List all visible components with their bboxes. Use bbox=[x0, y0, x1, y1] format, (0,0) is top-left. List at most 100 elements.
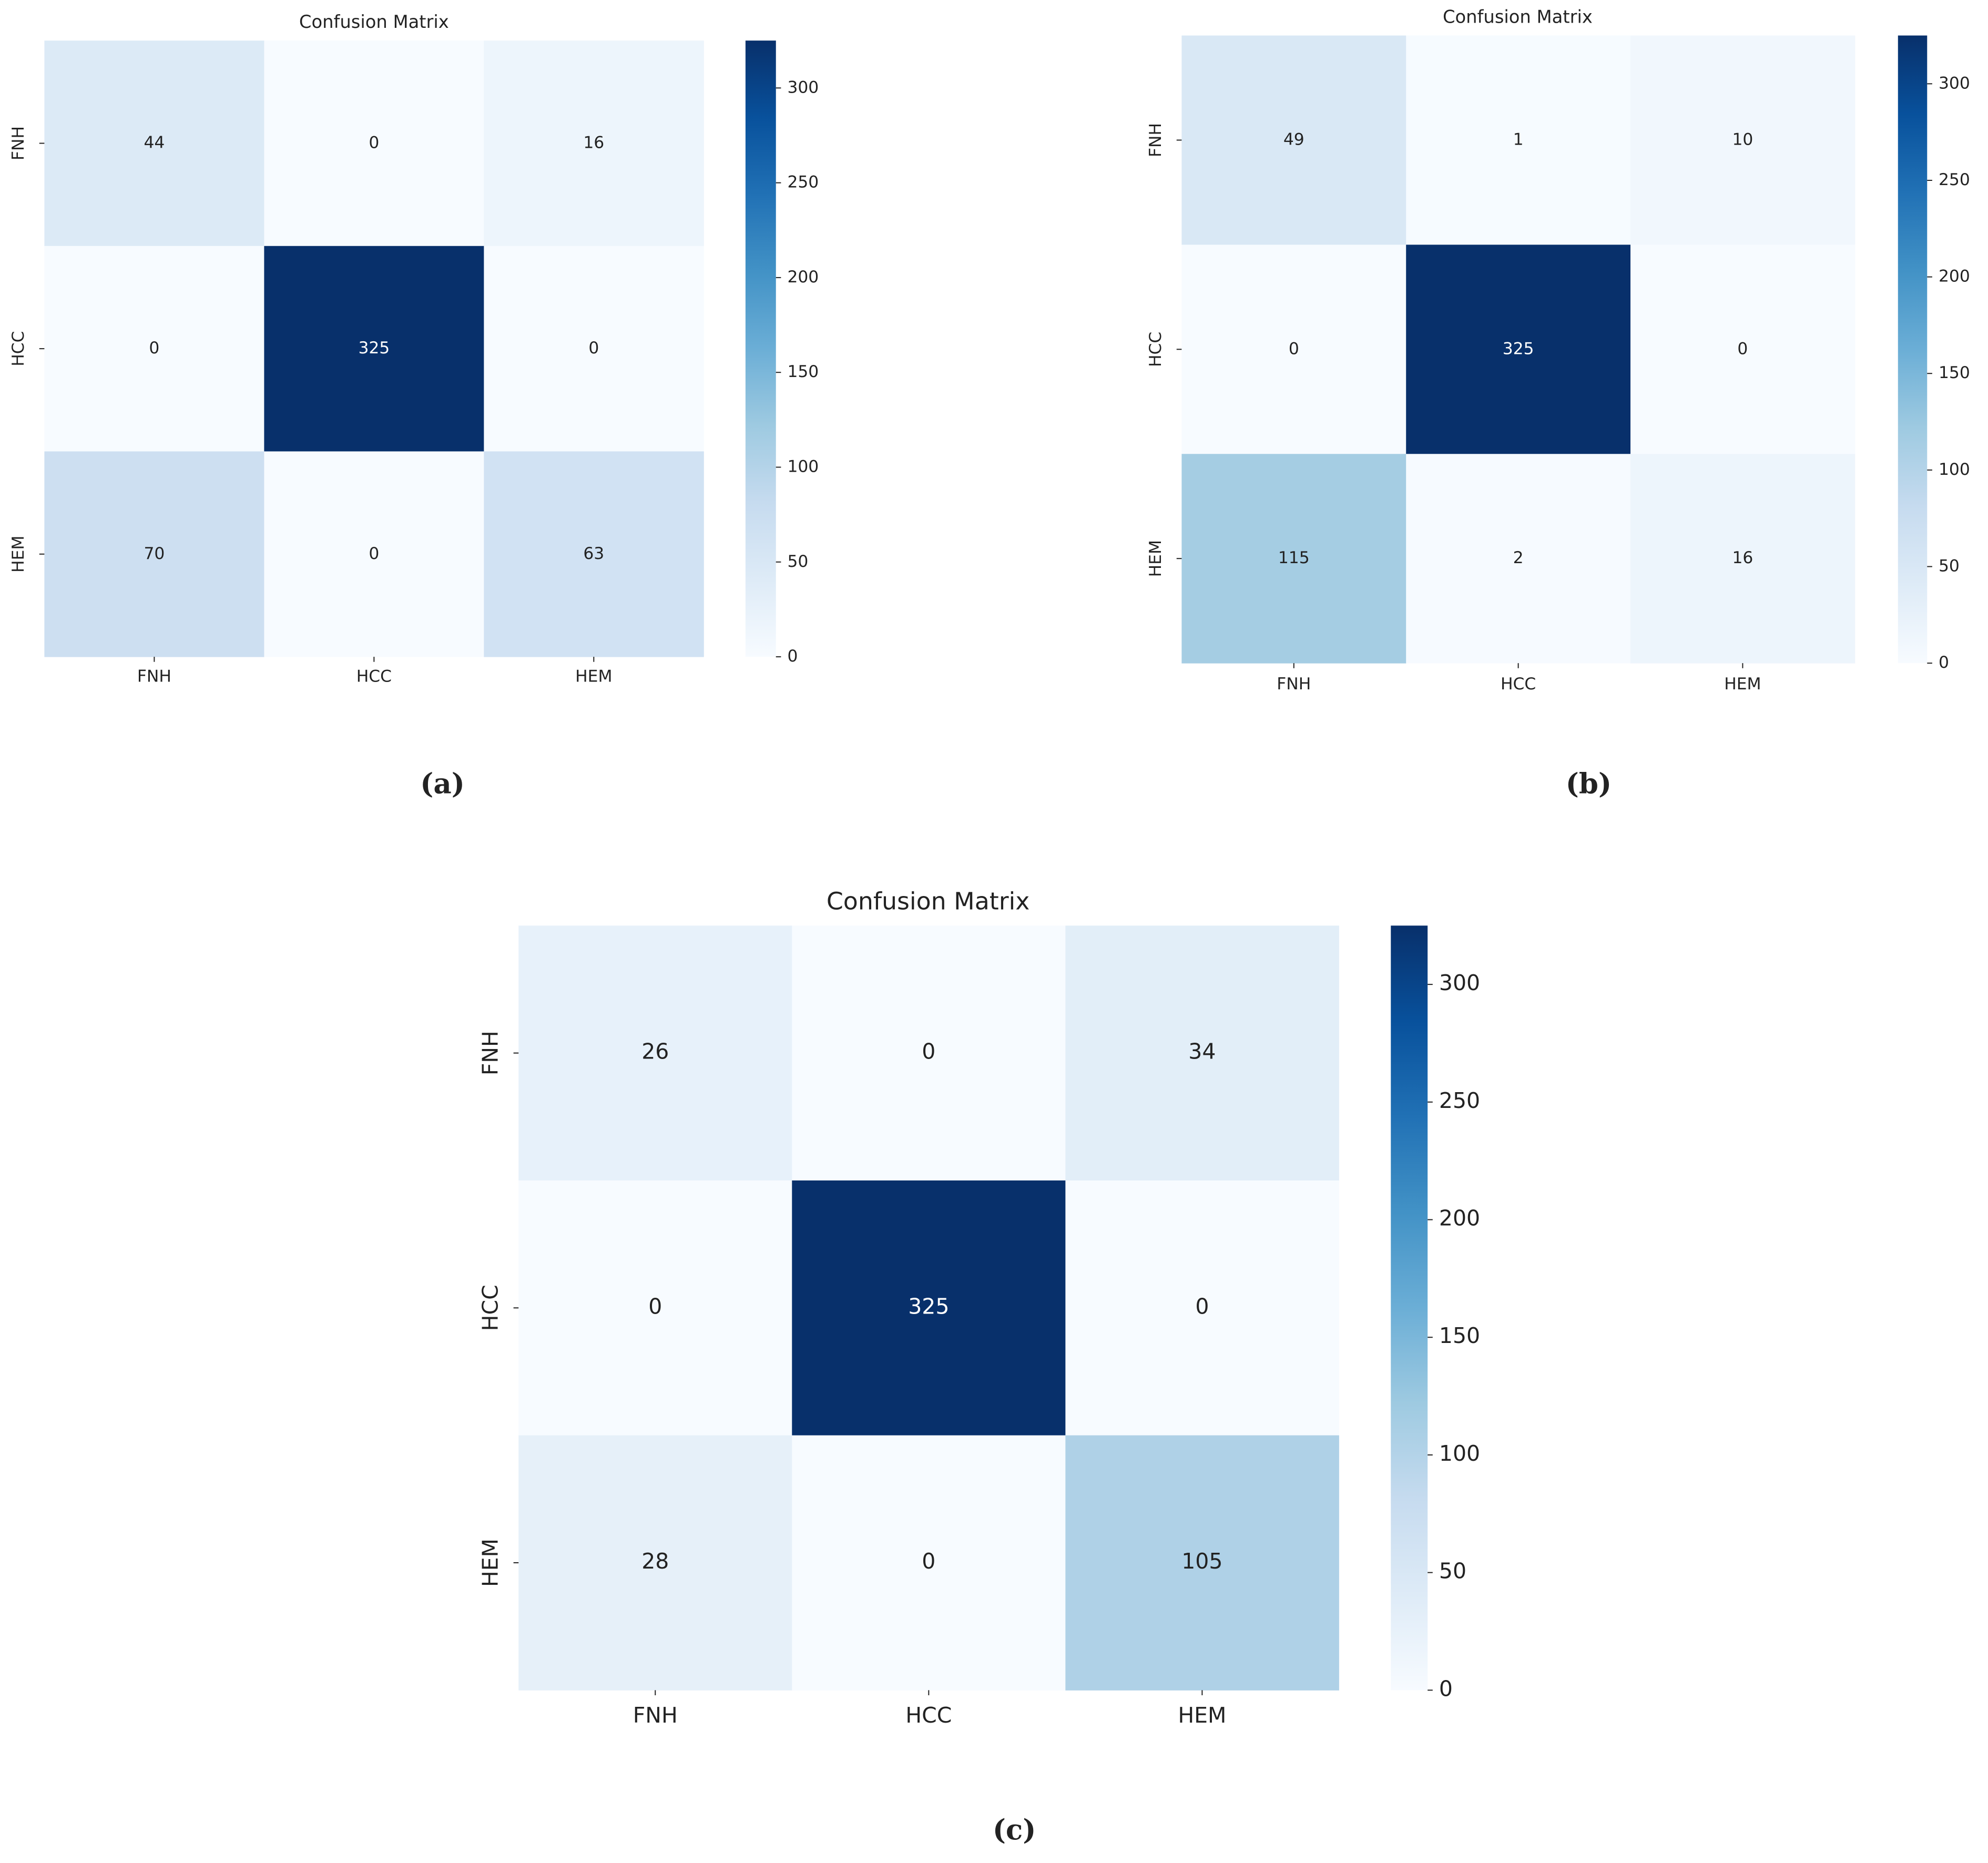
cell-label: 0 bbox=[922, 1039, 935, 1064]
x-tick-label: HCC bbox=[905, 1703, 952, 1728]
chart-title: Confusion Matrix bbox=[299, 12, 449, 32]
panel-caption: (c) bbox=[993, 1813, 1036, 1846]
y-tick-label: HCC bbox=[478, 1285, 503, 1331]
heatmap-cell bbox=[264, 451, 484, 657]
colorbar-tick-label: 100 bbox=[1439, 1441, 1480, 1466]
cell-label: 70 bbox=[144, 544, 165, 563]
y-tick-label: HCC bbox=[1146, 332, 1165, 367]
colorbar-tick-label: 300 bbox=[1439, 970, 1480, 995]
y-tick-label: FNH bbox=[1146, 123, 1165, 157]
heatmap-cell bbox=[1406, 245, 1631, 454]
colorbar-tick-label: 200 bbox=[787, 268, 819, 287]
colorbar-tick-label: 0 bbox=[1939, 653, 1949, 672]
heatmap-cell bbox=[518, 1180, 792, 1436]
cell-label: 0 bbox=[648, 1294, 662, 1319]
cell-label: 1 bbox=[1513, 130, 1524, 149]
cell-label: 325 bbox=[358, 339, 390, 358]
colorbar-tick-label: 50 bbox=[1939, 557, 1960, 576]
cell-label: 63 bbox=[583, 544, 604, 563]
heatmap-cell bbox=[264, 246, 484, 452]
cell-label: 0 bbox=[922, 1549, 935, 1574]
x-tick-label: FNH bbox=[1277, 675, 1311, 694]
colorbar-tick-label: 0 bbox=[1439, 1676, 1453, 1701]
cell-label: 49 bbox=[1283, 130, 1304, 149]
x-tick-label: HEM bbox=[1724, 675, 1761, 694]
cell-label: 2 bbox=[1513, 548, 1524, 567]
heatmap-cell bbox=[484, 40, 704, 247]
colorbar bbox=[1898, 35, 1928, 664]
cell-label: 10 bbox=[1732, 130, 1753, 149]
panel-caption: (a) bbox=[420, 767, 465, 800]
heatmap-cell bbox=[1630, 245, 1856, 454]
cell-label: 115 bbox=[1278, 548, 1310, 567]
cell-label: 0 bbox=[1289, 339, 1299, 358]
y-tick-label: FNH bbox=[9, 126, 28, 160]
heatmap-cell bbox=[1630, 35, 1856, 245]
y-tick-label: FNH bbox=[478, 1031, 503, 1075]
heatmap-cell bbox=[1406, 454, 1631, 664]
cell-label: 28 bbox=[641, 1549, 669, 1574]
cell-label: 44 bbox=[144, 133, 165, 152]
cell-label: 0 bbox=[369, 133, 379, 152]
heatmap-cell bbox=[792, 1435, 1066, 1691]
panel-caption: (b) bbox=[1566, 767, 1612, 800]
cell-label: 105 bbox=[1181, 1549, 1222, 1574]
y-tick-label: HEM bbox=[478, 1539, 503, 1587]
y-tick-label: HCC bbox=[9, 331, 28, 366]
x-tick-label: HCC bbox=[356, 667, 392, 686]
colorbar-tick-label: 100 bbox=[1939, 460, 1970, 479]
colorbar-tick-label: 200 bbox=[1939, 267, 1970, 286]
colorbar-tick-label: 0 bbox=[787, 647, 798, 666]
cell-label: 0 bbox=[149, 339, 159, 358]
colorbar bbox=[1391, 925, 1428, 1691]
heatmap-cell bbox=[1065, 1435, 1339, 1691]
x-tick-label: FNH bbox=[633, 1703, 678, 1728]
colorbar-tick-label: 150 bbox=[1939, 363, 1970, 382]
heatmap-cell bbox=[792, 925, 1066, 1181]
colorbar-tick-label: 150 bbox=[1439, 1323, 1480, 1348]
heatmap-cell bbox=[484, 451, 704, 657]
heatmap-cell bbox=[44, 451, 264, 657]
cell-label: 0 bbox=[1195, 1294, 1209, 1319]
cell-label: 34 bbox=[1188, 1039, 1216, 1064]
heatmap-cell bbox=[518, 1435, 792, 1691]
cell-label: 16 bbox=[1732, 548, 1753, 567]
cell-label: 0 bbox=[1737, 339, 1748, 358]
colorbar-tick-label: 300 bbox=[1939, 74, 1970, 93]
x-tick-label: HEM bbox=[1178, 1703, 1226, 1728]
heatmap-cell bbox=[1181, 454, 1406, 664]
cell-label: 325 bbox=[908, 1294, 949, 1319]
heatmap-cell bbox=[44, 40, 264, 247]
y-tick-label: HEM bbox=[1146, 540, 1165, 577]
heatmap-cell bbox=[44, 246, 264, 452]
colorbar-tick-label: 50 bbox=[787, 552, 808, 571]
colorbar-tick-label: 300 bbox=[787, 78, 819, 97]
colorbar-tick-label: 250 bbox=[787, 173, 819, 192]
x-tick-label: HCC bbox=[1501, 675, 1536, 694]
colorbar bbox=[745, 40, 776, 657]
y-tick-label: HEM bbox=[9, 536, 28, 573]
heatmap-cell bbox=[264, 40, 484, 247]
heatmap-cell bbox=[484, 246, 704, 452]
colorbar-tick-label: 250 bbox=[1439, 1088, 1480, 1113]
cell-label: 325 bbox=[1503, 339, 1534, 358]
chart-title: Confusion Matrix bbox=[827, 887, 1030, 915]
cell-label: 0 bbox=[588, 339, 599, 358]
colorbar-tick-label: 50 bbox=[1439, 1559, 1466, 1584]
heatmap-cell bbox=[1181, 35, 1406, 245]
colorbar-tick-label: 250 bbox=[1939, 170, 1970, 189]
x-tick-label: FNH bbox=[137, 667, 171, 686]
cell-label: 0 bbox=[369, 544, 379, 563]
colorbar-tick-label: 200 bbox=[1439, 1206, 1480, 1231]
cell-label: 16 bbox=[583, 133, 604, 152]
chart-title: Confusion Matrix bbox=[1443, 6, 1593, 27]
heatmap-cell bbox=[792, 1180, 1066, 1436]
cell-label: 26 bbox=[641, 1039, 669, 1064]
heatmap-cell bbox=[1406, 35, 1631, 245]
heatmap-cell bbox=[1630, 454, 1856, 664]
heatmap-cell bbox=[1065, 925, 1339, 1181]
colorbar-tick-label: 100 bbox=[787, 457, 819, 476]
heatmap-cell bbox=[518, 925, 792, 1181]
x-tick-label: HEM bbox=[575, 667, 612, 686]
